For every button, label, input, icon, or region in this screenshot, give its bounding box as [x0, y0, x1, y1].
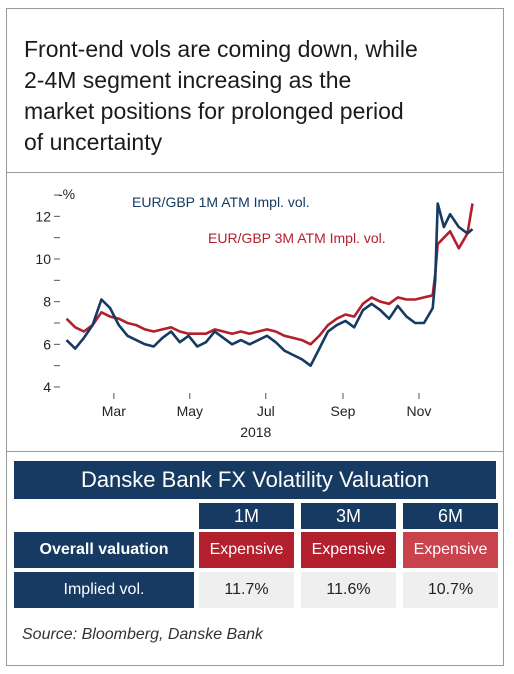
x-year-label: 2018	[240, 424, 271, 440]
series-line-3m	[65, 203, 474, 346]
row-label-overall-valuation: Overall valuation	[14, 532, 194, 568]
chart-panel: -% 4 6 8 10 12 Mar May Jul Sep Nov 2018 EUR/GBP 1M A…	[6, 172, 504, 452]
series-label-3m: EUR/GBP 3M ATM Impl. vol.	[208, 230, 386, 246]
valuation-cell: Expensive	[403, 532, 498, 568]
source-note: Source: Bloomberg, Danske Bank	[22, 626, 264, 643]
page-frame	[6, 8, 504, 666]
title-line: of uncertainty	[24, 129, 163, 155]
table-title: Danske Bank FX Volatility Valuation	[14, 461, 496, 499]
valuation-cell: Expensive	[199, 532, 294, 568]
title-line: 2-4M segment increasing as the	[24, 67, 352, 93]
series-line-1m	[65, 202, 474, 367]
x-tick-label: Mar	[102, 403, 126, 419]
implied-vol-cell: 10.7%	[403, 572, 498, 608]
row-label-implied-vol: Implied vol.	[14, 572, 194, 608]
y-tick-label: 4	[43, 379, 51, 395]
y-unit-label: -%	[58, 186, 75, 202]
y-tick-label: 12	[35, 208, 51, 224]
page-title: Front-end vols are coming down, while 2-…	[24, 34, 504, 158]
column-header-1m: 1M	[199, 503, 294, 529]
title-line: market positions for prolonged period	[24, 98, 404, 124]
x-tick-label: Nov	[407, 403, 432, 419]
column-header-6m: 6M	[403, 503, 498, 529]
valuation-cell: Expensive	[301, 532, 396, 568]
y-tick-label: 6	[43, 336, 51, 352]
implied-vol-cell: 11.6%	[301, 572, 396, 608]
x-tick-label: May	[177, 403, 203, 419]
title-line: Front-end vols are coming down, while	[24, 36, 418, 62]
y-tick-label: 8	[43, 294, 51, 310]
implied-vol-cell: 11.7%	[199, 572, 294, 608]
series-label-1m: EUR/GBP 1M ATM Impl. vol.	[132, 194, 310, 210]
x-tick-label: Sep	[331, 403, 356, 419]
volatility-chart: -% 4 6 8 10 12 Mar May Jul Sep Nov 2018 EUR/GBP 1M A…	[35, 186, 474, 440]
y-tick-label: 10	[35, 251, 51, 267]
column-header-3m: 3M	[301, 503, 396, 529]
x-tick-label: Jul	[257, 403, 275, 419]
